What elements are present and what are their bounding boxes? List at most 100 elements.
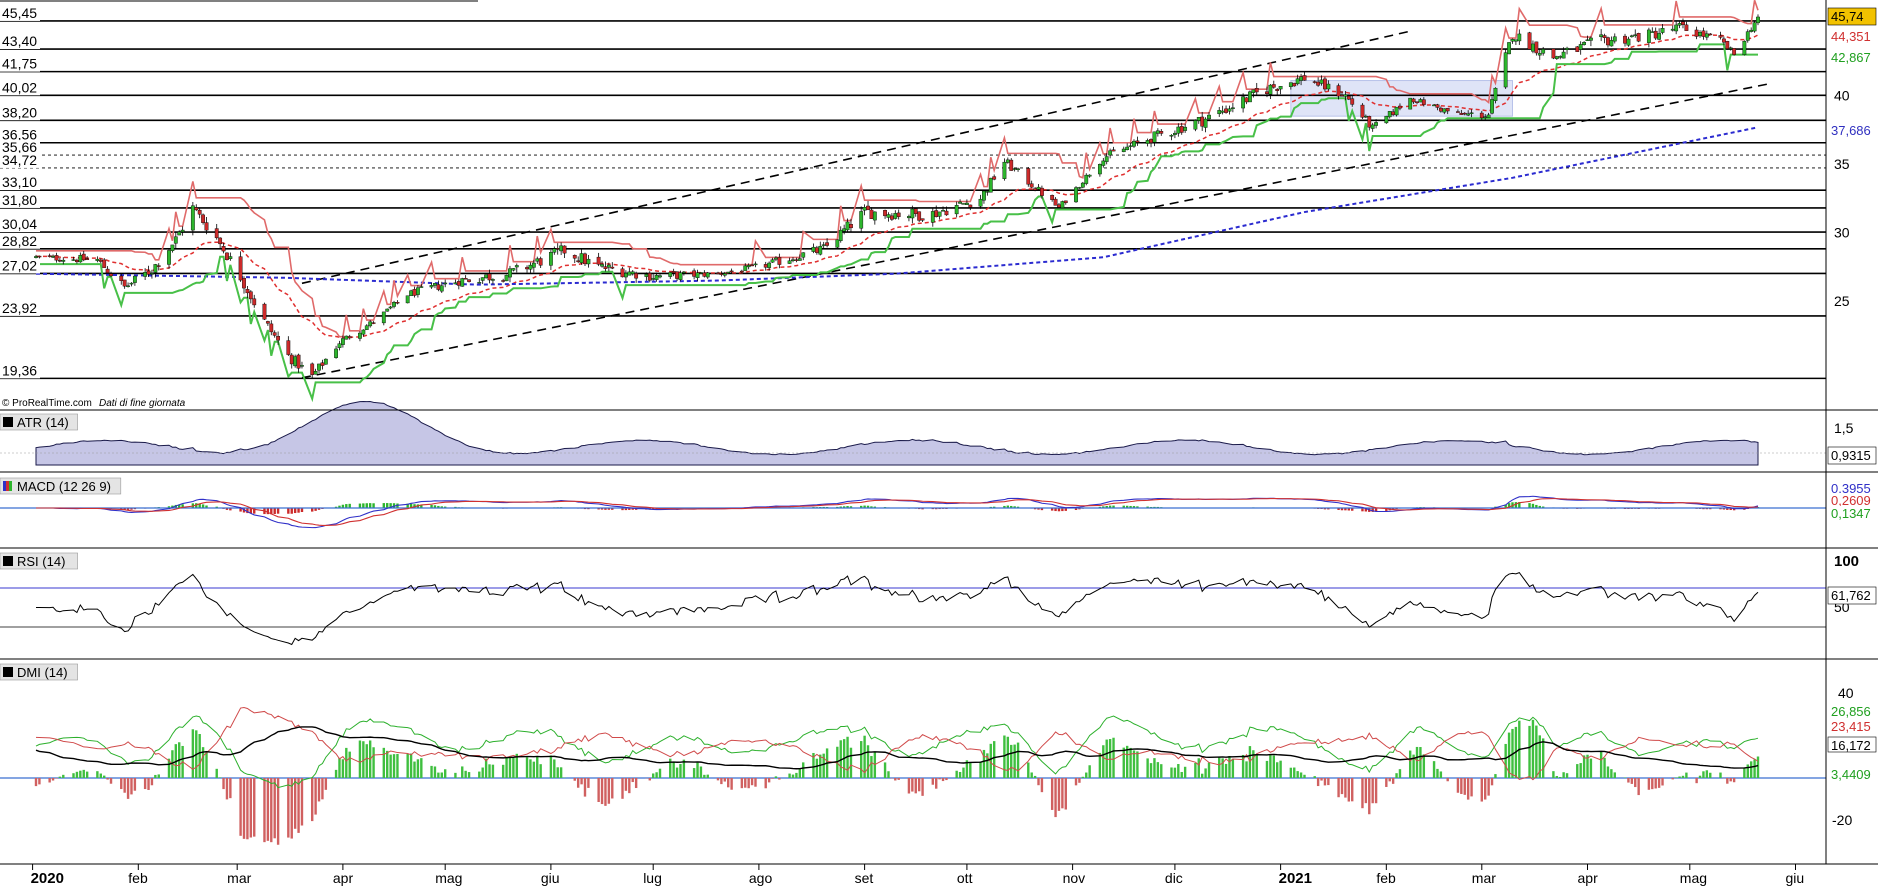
candle[interactable] [986,191,989,196]
candle[interactable] [921,219,924,223]
candle[interactable] [917,211,920,222]
candle[interactable] [1183,124,1186,133]
candle[interactable] [604,261,607,271]
candle[interactable] [239,251,242,281]
candle[interactable] [300,362,303,369]
candle[interactable] [1504,49,1507,89]
candle[interactable] [311,362,314,378]
candle[interactable] [1729,47,1732,51]
candle[interactable] [706,272,709,279]
candle[interactable] [406,296,409,304]
candle[interactable] [870,207,873,219]
candle[interactable] [150,270,153,279]
candle[interactable] [720,271,723,276]
candle[interactable] [1149,138,1152,147]
candle[interactable] [229,253,232,261]
candle[interactable] [263,303,266,320]
candle[interactable] [195,204,198,211]
candle[interactable] [484,275,487,279]
candle[interactable] [334,346,337,359]
candle[interactable] [324,358,327,364]
candle[interactable] [409,290,412,296]
candle[interactable] [1582,41,1585,45]
candle[interactable] [1293,83,1296,87]
candle[interactable] [501,279,504,283]
candle[interactable] [962,203,965,204]
atr-panel-title[interactable]: ATR (14) [0,414,78,430]
candle[interactable] [1657,28,1660,40]
candle[interactable] [1241,93,1244,112]
candle[interactable] [992,174,995,180]
candle[interactable] [1746,29,1749,42]
candle[interactable] [225,252,228,260]
candle[interactable] [1518,29,1521,45]
candle[interactable] [321,360,324,370]
candle[interactable] [1630,35,1633,38]
candle[interactable] [1576,46,1579,52]
candle[interactable] [597,253,600,266]
candle[interactable] [1272,81,1275,89]
candle[interactable] [1085,173,1088,185]
candle[interactable] [1204,117,1207,132]
candle[interactable] [437,281,440,292]
candle[interactable] [1698,30,1701,38]
candle[interactable] [1194,119,1197,131]
candle[interactable] [1160,129,1163,136]
candle[interactable] [1200,112,1203,131]
candle[interactable] [703,270,706,277]
candle[interactable] [836,239,839,248]
candle[interactable] [859,206,862,233]
candle[interactable] [389,306,392,309]
candle[interactable] [1606,37,1609,48]
candle[interactable] [297,354,300,373]
candle[interactable] [386,308,389,311]
candle[interactable] [672,269,675,276]
candle[interactable] [553,246,556,254]
candle[interactable] [270,320,273,335]
candle[interactable] [1743,40,1746,55]
candle[interactable] [1651,27,1654,32]
candle[interactable] [79,253,82,263]
candle[interactable] [317,364,320,373]
candle[interactable] [1565,47,1568,55]
candle[interactable] [1726,41,1729,50]
candle[interactable] [716,272,719,275]
candle[interactable] [955,202,958,218]
candle[interactable] [1623,34,1626,47]
candle[interactable] [1255,83,1258,94]
candle[interactable] [1112,147,1115,151]
candle[interactable] [1395,107,1398,116]
candle[interactable] [481,277,484,284]
candle[interactable] [181,226,184,235]
candle[interactable] [102,258,105,268]
candle[interactable] [556,243,559,255]
candle[interactable] [1228,106,1231,115]
candle[interactable] [512,268,515,271]
candle[interactable] [515,263,518,272]
candle[interactable] [802,252,805,260]
candle[interactable] [1589,36,1592,46]
candle[interactable] [839,226,842,242]
candle[interactable] [621,267,624,278]
candle[interactable] [1088,174,1091,178]
candle[interactable] [525,265,528,272]
candle[interactable] [1681,19,1684,29]
candle[interactable] [1634,29,1637,37]
candle[interactable] [1153,131,1156,146]
candle[interactable] [133,276,136,286]
candle[interactable] [587,255,590,268]
candle[interactable] [982,191,985,204]
candle[interactable] [1559,55,1562,59]
candle[interactable] [123,280,126,289]
candle[interactable] [1316,77,1319,87]
candle[interactable] [1221,106,1224,115]
dmi-panel-title[interactable]: DMI (14) [0,664,78,680]
candle[interactable] [907,215,910,222]
candle[interactable] [508,266,511,282]
candle[interactable] [1006,157,1009,163]
candle[interactable] [651,274,654,280]
candle[interactable] [1030,181,1033,188]
candle[interactable] [1627,37,1630,47]
candle[interactable] [692,268,695,279]
